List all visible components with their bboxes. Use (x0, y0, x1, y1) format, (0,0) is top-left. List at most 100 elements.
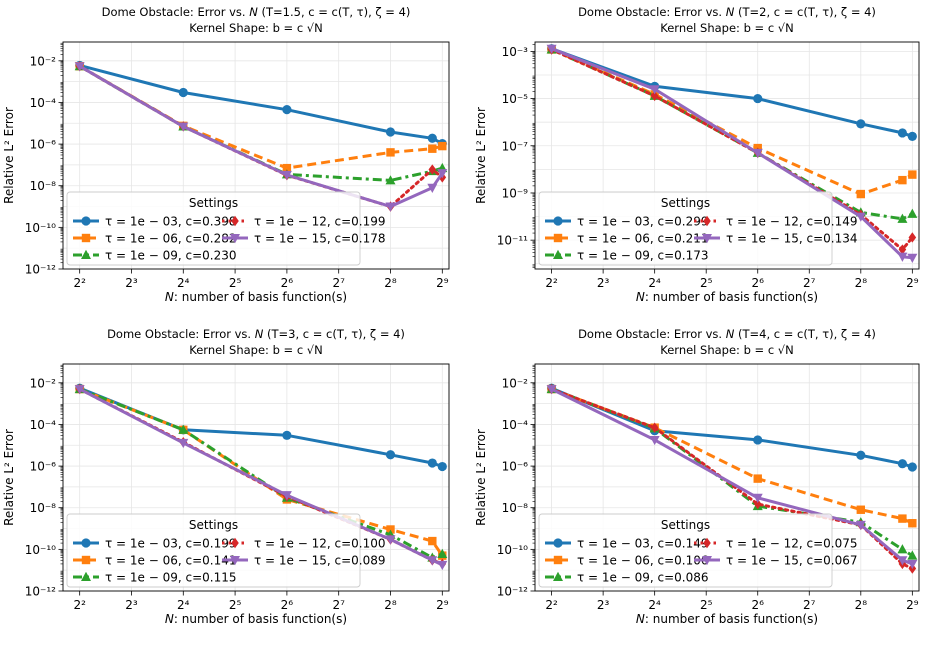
legend-marker (81, 216, 91, 226)
y-tick-label: 10⁻¹⁰ (497, 543, 528, 557)
legend-label: τ = 1e − 15, c=0.134 (726, 232, 858, 246)
x-tick-label: 2⁵ (700, 598, 713, 612)
data-point (428, 164, 437, 175)
legend-marker (230, 556, 240, 566)
x-tick-label: 2⁶ (752, 598, 765, 612)
x-axis-label: N: number of basis function(s) (165, 612, 347, 626)
data-point (855, 212, 866, 222)
x-axis-label-rest: : number of basis function(s) (645, 612, 818, 626)
chart-panel-1: Dome Obstacle: Error vs. N (T=1.5, c = c… (2, 5, 450, 304)
x-tick-label: 2⁹ (436, 598, 449, 612)
data-point (907, 208, 918, 218)
data-point (753, 498, 762, 510)
chart-panel-3: Dome Obstacle: Error vs. N (T=3, c = c(T… (2, 327, 450, 626)
data-point (897, 252, 908, 262)
legend-marker (81, 538, 91, 548)
legend-marker (553, 216, 563, 226)
legend-label: τ = 1e − 03, c=0.299 (577, 215, 709, 229)
data-point (282, 163, 292, 173)
x-tick-label: 2⁸ (384, 276, 397, 290)
y-tick-label: 10⁻⁴ (30, 418, 57, 432)
data-point (753, 435, 763, 445)
data-point (907, 550, 918, 560)
y-tick-label: 10⁻⁸ (30, 179, 57, 193)
chart-subtitle: Kernel Shape: b = c √N (660, 21, 793, 35)
legend-marker (703, 215, 711, 227)
data-point (281, 170, 292, 181)
data-point (427, 133, 437, 143)
legend-label: τ = 1e − 06, c=0.141 (105, 554, 237, 568)
y-tick-label: 10⁻¹² (25, 585, 56, 599)
data-point (897, 556, 908, 566)
legend-label: τ = 1e − 06, c=0.106 (577, 554, 709, 568)
chart-title: Dome Obstacle: Error vs. N (T=3, c = c(T… (107, 327, 405, 341)
legend-box (538, 513, 833, 588)
data-point (437, 169, 448, 179)
data-point (385, 202, 396, 212)
legend-marker (553, 571, 563, 581)
legend-marker (703, 537, 711, 549)
y-tick-label: 10⁻⁴ (502, 418, 529, 432)
y-tick-label: 10⁻¹¹ (497, 234, 528, 248)
y-tick-label: 10⁻⁷ (502, 139, 529, 153)
data-point (856, 505, 866, 514)
chart-panel-4: Dome Obstacle: Error vs. N (T=4, c = c(T… (474, 327, 920, 626)
data-point (856, 189, 866, 199)
legend-label: τ = 1e − 06, c=0.282 (105, 232, 237, 246)
chart-title: Dome Obstacle: Error vs. N (T=1.5, c = c… (102, 5, 411, 19)
chart-title-suffix: (T=4, c = c(T, τ), ζ = 4) (734, 327, 876, 341)
chart-title-var: N (726, 327, 735, 341)
data-point (281, 491, 292, 501)
axes-frame (62, 363, 450, 592)
data-point (897, 544, 908, 554)
series-5 (546, 385, 918, 570)
data-point (907, 559, 918, 570)
chart-subtitle: Kernel Shape: b = c √N (189, 343, 322, 357)
data-point (385, 127, 396, 137)
x-axis-label-rest: : number of basis function(s) (645, 290, 818, 304)
x-tick-label: 2³ (597, 276, 610, 290)
data-point (650, 90, 659, 102)
data-point (907, 131, 917, 141)
chart-title-prefix: Dome Obstacle: Error vs. (578, 5, 726, 19)
data-point (74, 385, 85, 395)
chart-title-var: N (249, 5, 258, 19)
legend-label: τ = 1e − 15, c=0.067 (726, 554, 858, 568)
data-point (898, 244, 907, 255)
x-tick-label: 2⁸ (384, 598, 397, 612)
legend-marker (553, 233, 563, 243)
series-1 (75, 60, 447, 149)
legend-label: τ = 1e − 06, c=0.211 (577, 232, 709, 246)
y-tick-label: 10⁻⁴ (30, 96, 57, 110)
series-1 (546, 383, 917, 472)
chart-subtitle: Kernel Shape: b = c √N (660, 343, 793, 357)
series-line (551, 48, 914, 196)
x-axis-label: N: number of basis function(s) (636, 290, 818, 304)
x-tick-label: 2⁷ (803, 276, 816, 290)
data-point (178, 87, 188, 98)
x-tick-label: 2⁶ (752, 276, 765, 290)
data-point (428, 144, 437, 153)
chart-title-prefix: Dome Obstacle: Error vs. (107, 327, 255, 341)
legend-marker (702, 234, 712, 244)
data-point (178, 424, 189, 434)
data-point (282, 430, 292, 440)
legend-title: Settings (189, 518, 238, 532)
data-point (752, 148, 763, 159)
data-point (856, 450, 866, 460)
legend-marker (231, 215, 239, 227)
x-tick-label: 2² (73, 276, 86, 290)
x-tick-label: 2⁹ (906, 598, 919, 612)
data-point (546, 44, 557, 54)
x-tick-label: 2⁵ (700, 276, 713, 290)
legend-label: τ = 1e − 09, c=0.230 (105, 249, 237, 263)
chart-title-suffix: (T=1.5, c = c(T, τ), ζ = 4) (258, 5, 411, 19)
legend-label: τ = 1e − 03, c=0.398 (105, 215, 237, 229)
data-point (907, 253, 918, 263)
data-point (178, 122, 189, 132)
x-tick-label: 2⁹ (436, 276, 449, 290)
data-point (437, 560, 448, 571)
series-5 (546, 44, 918, 263)
y-tick-label: 10⁻⁹ (502, 186, 529, 200)
